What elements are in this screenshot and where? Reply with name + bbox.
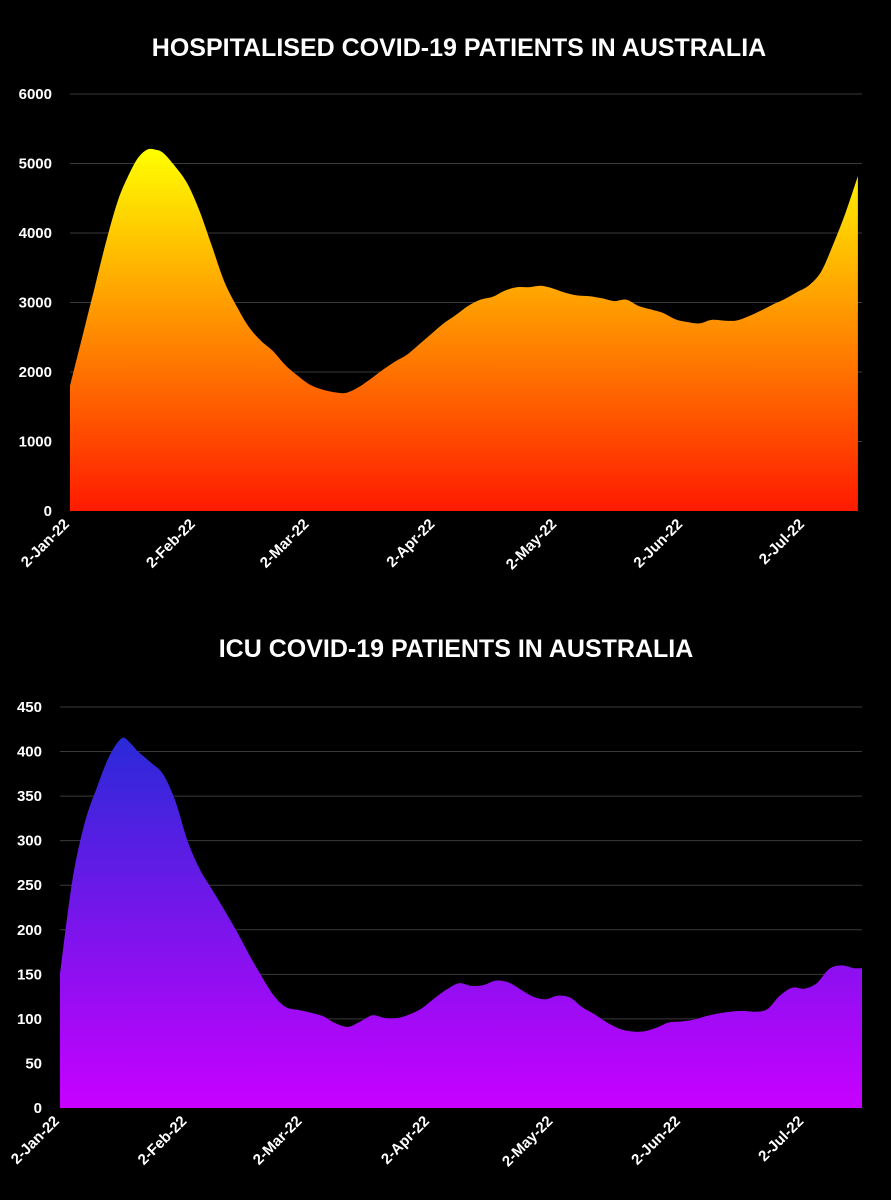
icu-chart-svg: ICU COVID-19 PATIENTS IN AUSTRALIA 0 50 10… <box>8 635 862 1170</box>
x-tick-label: 2-May-22 <box>503 516 560 573</box>
x-tick-label: 2-Jul-22 <box>756 516 808 568</box>
icu-x-ticks: 2-Jan-22 2-Feb-22 2-Mar-22 2-Apr-22 2-May-22… <box>8 1113 807 1170</box>
hospitalised-chart: HOSPITALISED COVID-19 PATIENTS IN AUSTRA… <box>18 34 862 573</box>
icu-chart-title: ICU COVID-19 PATIENTS IN AUSTRALIA <box>219 635 694 663</box>
hospitalised-chart-svg: HOSPITALISED COVID-19 PATIENTS IN AUSTRA… <box>18 34 862 573</box>
y-tick-label: 1000 <box>19 434 52 451</box>
hospitalised-x-ticks: 2-Jan-22 2-Feb-22 2-Mar-22 2-Apr-22 2-May-22… <box>18 516 808 573</box>
y-tick-label: 3000 <box>19 295 52 312</box>
icu-chart: ICU COVID-19 PATIENTS IN AUSTRALIA 0 50 10… <box>0 600 891 1200</box>
y-tick-label: 400 <box>17 744 42 761</box>
x-tick-label: 2-Jun-22 <box>628 1113 684 1169</box>
x-tick-label: 2-Apr-22 <box>383 516 438 571</box>
x-tick-label: 2-Jan-22 <box>8 1113 63 1168</box>
y-tick-label: 250 <box>17 877 42 894</box>
y-tick-label: 4000 <box>19 225 52 242</box>
y-tick-label: 50 <box>25 1055 42 1072</box>
x-tick-label: 2-Apr-22 <box>378 1113 433 1168</box>
x-tick-label: 2-Jun-22 <box>630 516 686 572</box>
y-tick-label: 100 <box>17 1011 42 1028</box>
x-tick-label: 2-Mar-22 <box>250 1113 306 1169</box>
x-tick-label: 2-Mar-22 <box>257 516 313 572</box>
y-tick-label: 150 <box>17 966 42 983</box>
y-tick-label: 450 <box>17 699 42 716</box>
x-tick-label: 2-Jan-22 <box>18 516 73 571</box>
y-tick-label: 350 <box>17 788 42 805</box>
y-tick-label: 300 <box>17 833 42 850</box>
x-tick-label: 2-Feb-22 <box>135 1113 191 1169</box>
y-tick-label: 2000 <box>19 364 52 381</box>
icu-y-ticks: 0 50 100 150 200 250 300 350 400 450 <box>17 699 42 1117</box>
y-tick-label: 5000 <box>19 156 52 173</box>
hospitalised-area-series <box>70 148 858 512</box>
y-tick-label: 0 <box>34 1100 42 1117</box>
hospitalised-chart-title: HOSPITALISED COVID-19 PATIENTS IN AUSTRA… <box>152 34 766 62</box>
x-tick-label: 2-May-22 <box>499 1113 556 1170</box>
hospitalised-y-ticks: 0 1000 2000 3000 4000 5000 6000 <box>19 86 52 520</box>
y-tick-label: 200 <box>17 922 42 939</box>
y-tick-label: 0 <box>44 503 52 520</box>
y-tick-label: 6000 <box>19 86 52 103</box>
icu-area-series <box>60 737 862 1108</box>
x-tick-label: 2-Jul-22 <box>755 1113 807 1165</box>
x-tick-label: 2-Feb-22 <box>143 516 199 572</box>
